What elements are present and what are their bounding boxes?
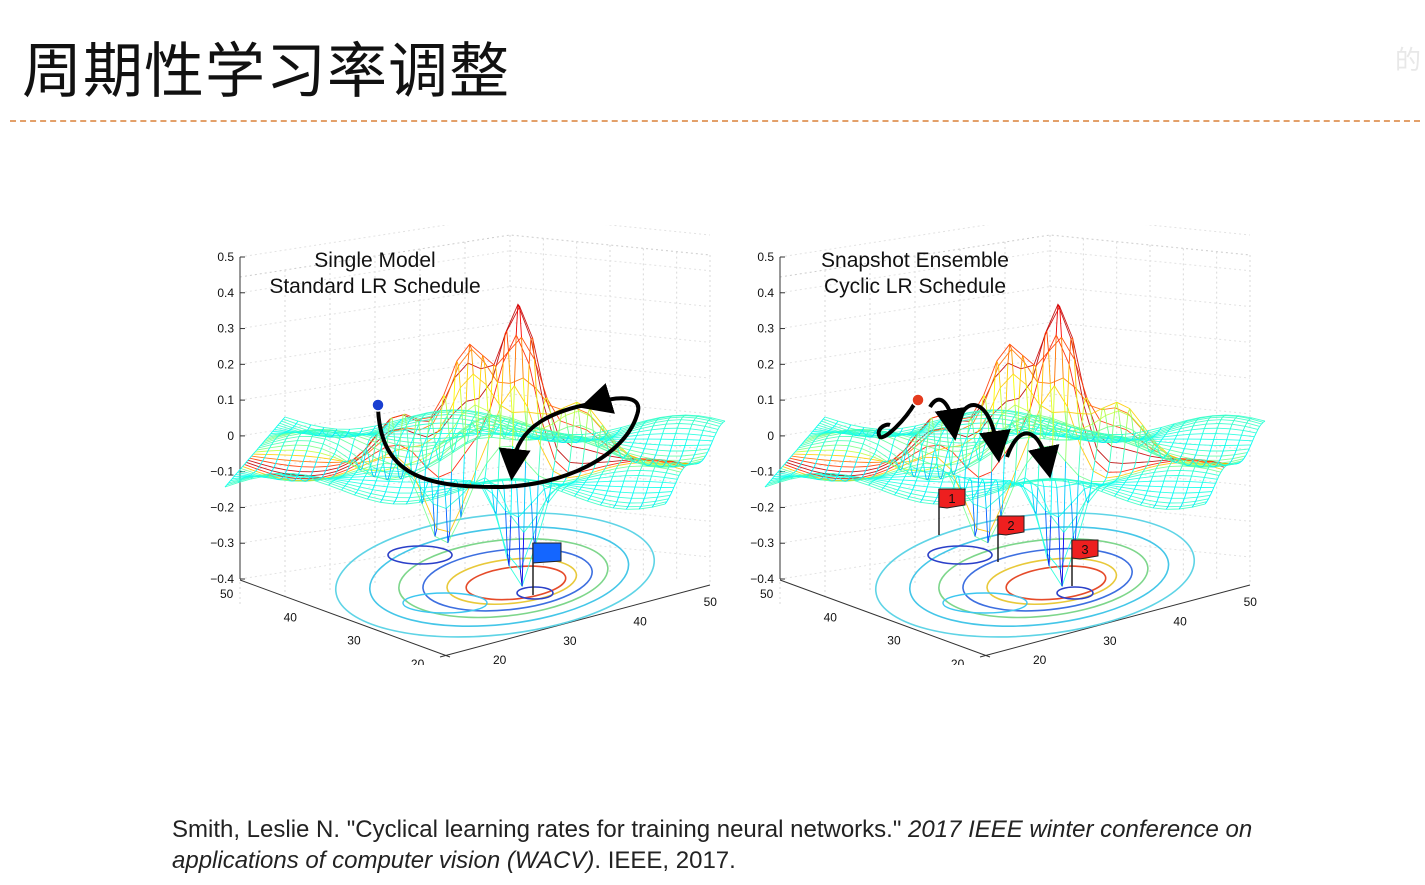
- z-tick-label: −0.1: [210, 465, 234, 479]
- surface-plots: 0.50.40.30.20.10−0.1−0.2−0.3−0.450403020…: [210, 225, 1266, 665]
- z-tick-label: −0.4: [750, 572, 774, 586]
- x-tick-label: 40: [824, 610, 838, 624]
- x-tick-label: 30: [887, 634, 901, 648]
- panel-title-line1: Single Model: [314, 249, 435, 272]
- citation-tail: . IEEE, 2017.: [594, 847, 736, 874]
- z-tick-label: 0: [227, 429, 234, 443]
- y-tick-label: 20: [1033, 653, 1047, 665]
- z-tick-label: −0.3: [210, 536, 234, 550]
- snapshot-flag: [1071, 539, 1099, 560]
- title-divider: [10, 120, 1420, 122]
- x-tick-label: 20: [951, 657, 965, 665]
- z-tick-label: 0.2: [217, 357, 234, 371]
- snapshot-flag-label: 1: [948, 491, 955, 506]
- y-tick-label: 50: [1244, 595, 1258, 609]
- z-tick-label: 0.3: [217, 322, 234, 336]
- surface-panel-2: 0.50.40.30.20.10−0.1−0.2−0.3−0.450403020…: [750, 225, 1266, 665]
- z-tick-label: −0.4: [210, 572, 234, 586]
- surface-panel-1: 0.50.40.30.20.10−0.1−0.2−0.3−0.450403020…: [210, 225, 726, 665]
- snapshot-flag: [997, 515, 1025, 536]
- panel-title-line2: Standard LR Schedule: [269, 275, 480, 298]
- z-tick-label: 0.4: [217, 286, 234, 300]
- z-tick-label: 0.2: [757, 357, 774, 371]
- x-tick-label: 30: [347, 634, 361, 648]
- z-tick-label: 0: [767, 429, 774, 443]
- citation-venue: 2017 IEEE winter conference on applicati…: [172, 816, 1253, 874]
- optimization-path: [876, 401, 917, 440]
- panel-title-line2: Cyclic LR Schedule: [824, 275, 1006, 298]
- z-tick-label: 0.1: [757, 393, 774, 407]
- z-tick-label: 0.1: [217, 393, 234, 407]
- snapshot-flag-label: 3: [1081, 542, 1088, 557]
- y-tick-label: 30: [1103, 634, 1117, 648]
- z-tick-label: 0.4: [757, 286, 774, 300]
- optimization-path: [376, 383, 641, 490]
- surface-mesh: [764, 303, 1266, 588]
- y-tick-label: 20: [493, 653, 507, 665]
- x-tick-label: 40: [284, 610, 298, 624]
- z-tick-label: −0.1: [750, 465, 774, 479]
- snapshot-flag: [938, 488, 966, 509]
- y-tick-label: 50: [704, 595, 718, 609]
- y-tick-label: 40: [1173, 614, 1187, 628]
- start-marker: [911, 393, 925, 407]
- page-title: 周期性学习率调整: [22, 37, 510, 107]
- x-tick-label: 50: [220, 587, 234, 601]
- start-marker: [371, 398, 385, 412]
- minimum-flag: [532, 542, 562, 564]
- snapshot-flag-label: 2: [1007, 518, 1014, 533]
- z-tick-label: 0.5: [217, 250, 234, 264]
- figure: 0.5 0.4 0.3 0.2 0.1 0 −0.1 −0.2 −0.3 −0.4 50 40 30 20…: [195, 225, 1275, 665]
- citation-authors-title: Smith, Leslie N. "Cyclical learning rate…: [172, 816, 909, 843]
- z-tick-label: −0.3: [750, 536, 774, 550]
- z-tick-label: −0.2: [750, 500, 774, 514]
- surface-mesh: [224, 303, 726, 588]
- panel-title-line1: Snapshot Ensemble: [821, 249, 1009, 272]
- z-tick-label: −0.2: [210, 500, 234, 514]
- citation: Smith, Leslie N. "Cyclical learning rate…: [172, 814, 1372, 876]
- watermark: 的: [1394, 46, 1421, 76]
- y-tick-label: 30: [563, 634, 577, 648]
- y-tick-label: 40: [633, 614, 647, 628]
- z-tick-label: 0.3: [757, 322, 774, 336]
- x-tick-label: 50: [760, 587, 774, 601]
- z-tick-label: 0.5: [757, 250, 774, 264]
- x-tick-label: 20: [411, 657, 425, 665]
